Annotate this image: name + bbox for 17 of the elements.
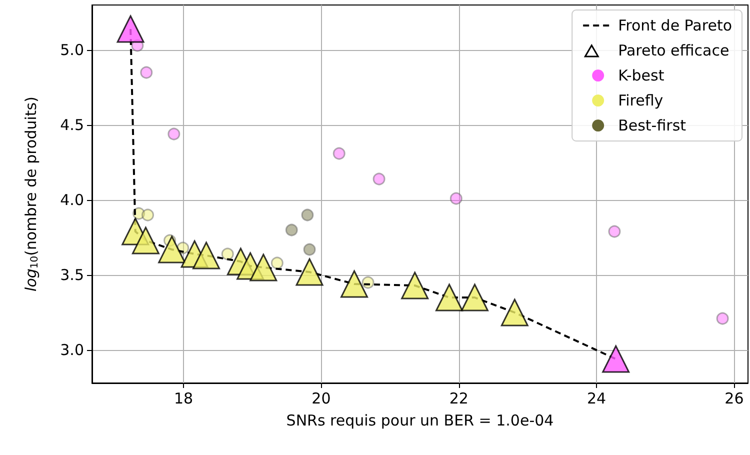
x-tick-label: 18	[174, 390, 194, 408]
legend-label: Front de Pareto	[618, 16, 732, 34]
legend-label: Pareto efficace	[618, 42, 730, 60]
y-tick-label: 4.5	[60, 116, 84, 134]
x-axis-title: SNRs requis pour un BER = 1.0e-04	[286, 412, 554, 430]
x-tick-label: 24	[587, 390, 606, 408]
y-axis-title: log10(nombre de produits)	[22, 96, 40, 292]
x-tick-label: 20	[312, 390, 331, 408]
y-tick-label: 3.0	[60, 341, 84, 359]
legend-label: Best-first	[618, 116, 686, 134]
y-tick-label: 3.5	[60, 266, 84, 284]
x-tick-label: 26	[724, 390, 744, 408]
legend-label: Firefly	[618, 92, 664, 110]
y-tick-label: 4.0	[60, 191, 84, 209]
legend-label: K-best	[618, 66, 664, 84]
y-tick-label: 5.0	[60, 41, 84, 59]
x-tick-label: 22	[449, 390, 468, 408]
